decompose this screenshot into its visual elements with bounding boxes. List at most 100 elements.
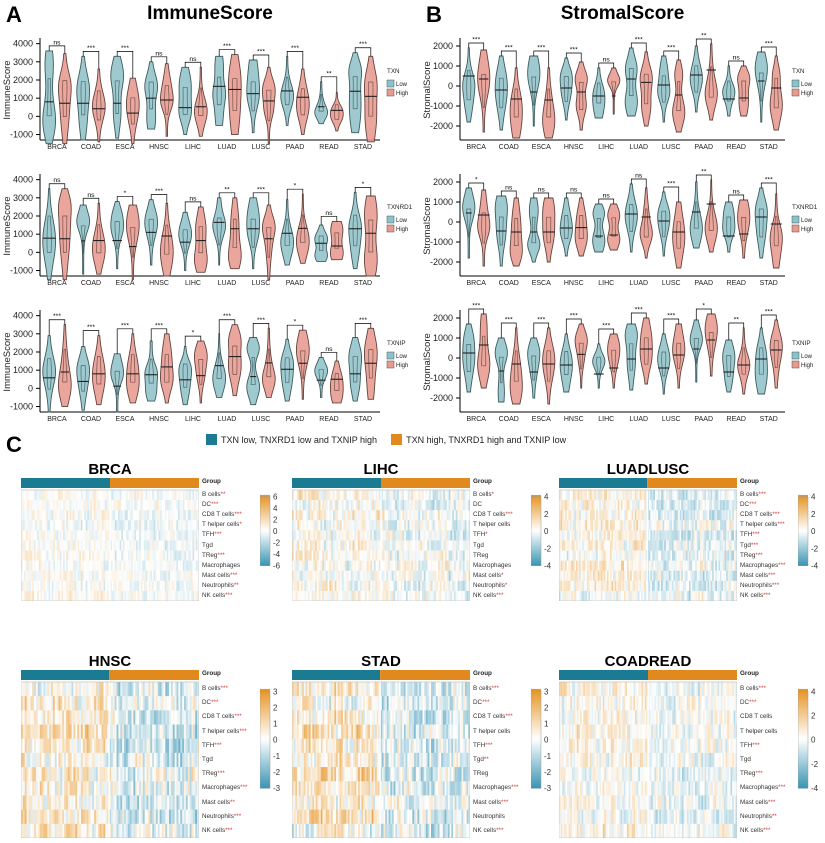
svg-text:BRCA: BRCA [47, 416, 67, 423]
svg-text:***: *** [537, 45, 545, 52]
svg-text:HNSC: HNSC [564, 144, 584, 151]
svg-text:COAD: COAD [81, 280, 101, 287]
svg-text:1000: 1000 [13, 93, 33, 103]
svg-text:LUAD: LUAD [629, 280, 648, 287]
svg-text:0: 0 [28, 247, 33, 257]
svg-text:Low: Low [801, 354, 813, 360]
svg-text:***: *** [121, 322, 129, 329]
svg-text:**: ** [326, 70, 332, 77]
svg-text:High: High [396, 91, 408, 97]
svg-text:StromalScore: StromalScore [422, 197, 433, 255]
svg-text:Low: Low [396, 354, 408, 360]
svg-text:COAD: COAD [499, 144, 519, 151]
svg-text:3000: 3000 [13, 329, 33, 339]
svg-text:READ: READ [727, 416, 746, 423]
svg-text:***: *** [257, 186, 265, 193]
svg-text:-1000: -1000 [430, 237, 453, 247]
svg-text:***: *** [291, 45, 299, 52]
svg-text:-2: -2 [273, 539, 281, 548]
svg-text:0: 0 [273, 527, 278, 536]
svg-text:***: *** [472, 303, 480, 310]
svg-text:LIHC: LIHC [598, 416, 614, 423]
svg-text:LUAD: LUAD [629, 144, 648, 151]
svg-text:***: *** [765, 177, 773, 184]
svg-text:4: 4 [273, 504, 278, 513]
svg-text:*: * [294, 319, 297, 326]
svg-text:-4: -4 [544, 561, 552, 570]
svg-text:2000: 2000 [433, 313, 453, 323]
svg-text:High: High [396, 227, 408, 233]
svg-text:0: 0 [544, 527, 549, 536]
svg-text:ImmuneScore: ImmuneScore [2, 60, 13, 119]
svg-text:***: *** [223, 43, 231, 50]
svg-text:READ: READ [727, 280, 746, 287]
svg-text:PAAD: PAAD [694, 280, 713, 287]
svg-text:***: *** [359, 317, 367, 324]
svg-text:READ: READ [727, 144, 746, 151]
svg-text:***: *** [570, 313, 578, 320]
svg-text:4: 4 [811, 493, 816, 502]
svg-text:LUSC: LUSC [252, 144, 271, 151]
svg-text:TXNIP: TXNIP [387, 340, 406, 347]
svg-text:LUAD: LUAD [218, 280, 237, 287]
svg-text:-1000: -1000 [10, 130, 33, 140]
svg-text:***: *** [667, 181, 675, 188]
svg-text:*: * [192, 330, 195, 337]
svg-text:LIHC: LIHC [598, 280, 614, 287]
svg-text:ns: ns [155, 50, 163, 57]
svg-text:***: *** [635, 37, 643, 44]
svg-text:COAD: COAD [81, 416, 101, 423]
svg-text:ESCA: ESCA [115, 280, 134, 287]
svg-text:-1000: -1000 [430, 101, 453, 111]
svg-text:TXNRD1: TXNRD1 [792, 204, 818, 211]
svg-text:**: ** [701, 169, 707, 176]
svg-text:-2: -2 [811, 544, 819, 553]
svg-text:LUADLUSC: LUADLUSC [607, 461, 690, 478]
svg-text:LIHC: LIHC [185, 416, 201, 423]
svg-text:4: 4 [544, 493, 549, 502]
svg-text:ns: ns [570, 187, 578, 194]
svg-text:BRCA: BRCA [88, 461, 131, 478]
svg-text:Low: Low [801, 218, 813, 224]
svg-text:HNSC: HNSC [564, 280, 584, 287]
svg-text:**: ** [734, 317, 740, 324]
svg-text:ns: ns [325, 346, 333, 353]
svg-text:BRCA: BRCA [47, 144, 67, 151]
svg-text:ESCA: ESCA [115, 144, 134, 151]
svg-text:3000: 3000 [13, 193, 33, 203]
svg-text:4000: 4000 [13, 311, 33, 321]
svg-text:0: 0 [448, 217, 453, 227]
svg-text:***: *** [505, 317, 513, 324]
svg-text:ImmuneScore: ImmuneScore [2, 332, 13, 391]
svg-text:LUAD: LUAD [629, 416, 648, 423]
svg-text:***: *** [472, 37, 480, 44]
svg-text:ns: ns [87, 192, 95, 199]
svg-text:STAD: STAD [760, 144, 778, 151]
svg-text:StromalScore: StromalScore [422, 61, 433, 119]
svg-text:ESCA: ESCA [532, 144, 551, 151]
svg-text:TXNIP: TXNIP [792, 340, 811, 347]
svg-text:***: *** [667, 313, 675, 320]
svg-text:***: *** [667, 45, 675, 52]
svg-text:STAD: STAD [354, 144, 372, 151]
svg-text:0: 0 [448, 81, 453, 91]
svg-text:1000: 1000 [433, 333, 453, 343]
svg-text:PAAD: PAAD [286, 144, 305, 151]
svg-text:ns: ns [538, 187, 546, 194]
svg-text:***: *** [257, 49, 265, 56]
svg-text:ns: ns [53, 177, 61, 184]
svg-text:***: *** [765, 41, 773, 48]
svg-text:ns: ns [733, 189, 741, 196]
svg-text:***: *** [537, 317, 545, 324]
svg-text:3000: 3000 [13, 57, 33, 67]
svg-text:PAAD: PAAD [694, 144, 713, 151]
svg-text:STAD: STAD [760, 416, 778, 423]
svg-text:ns: ns [189, 56, 197, 63]
svg-text:BRCA: BRCA [47, 280, 67, 287]
svg-text:STAD: STAD [760, 280, 778, 287]
svg-text:LIHC: LIHC [598, 144, 614, 151]
svg-text:High: High [801, 227, 813, 233]
svg-text:ESCA: ESCA [532, 416, 551, 423]
svg-text:***: *** [257, 317, 265, 324]
svg-text:STAD: STAD [354, 416, 372, 423]
